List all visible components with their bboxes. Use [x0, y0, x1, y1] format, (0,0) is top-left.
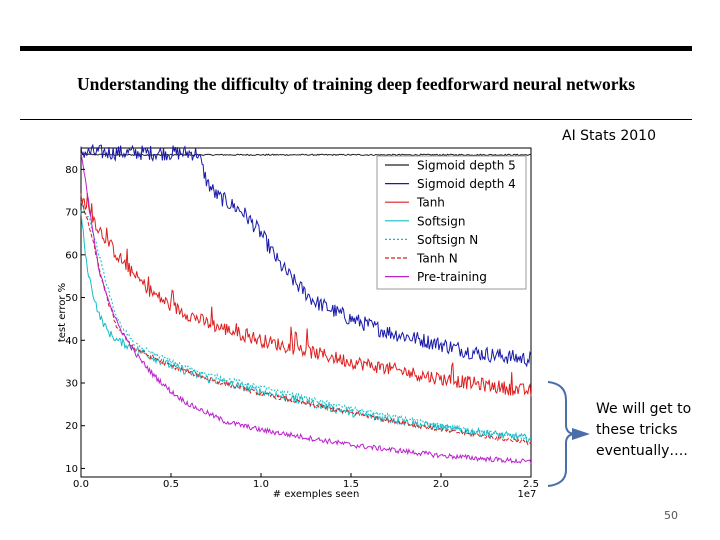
- series-line-2: [80, 193, 532, 397]
- series-line-6: [80, 152, 532, 464]
- y-tick-label-7: 80: [65, 165, 78, 176]
- legend-entry-0: Sigmoid depth 5: [417, 159, 516, 173]
- x-scale-label: 1e7: [518, 489, 537, 500]
- x-tick-label-5: 2.5: [523, 479, 539, 490]
- series-line-4: [80, 201, 532, 441]
- legend-entry-5: Tanh N: [416, 252, 458, 266]
- page-number: 50: [664, 509, 678, 522]
- y-tick-label-6: 70: [65, 208, 78, 219]
- series-line-1: [80, 143, 532, 368]
- venue-label: AI Stats 2010: [562, 128, 656, 144]
- y-tick-label-5: 60: [65, 250, 78, 261]
- tricks-note: We will get to these tricks eventually….: [596, 401, 692, 459]
- y-axis-label: test error %: [57, 283, 68, 342]
- series-line-0: [80, 153, 532, 157]
- y-tick-label-1: 20: [65, 421, 78, 432]
- y-tick-label-3: 40: [65, 336, 78, 347]
- x-tick-label-2: 1.0: [253, 479, 269, 490]
- paper-title: Understanding the difficulty of training…: [76, 74, 636, 94]
- title-rule: [20, 119, 692, 120]
- top-rule: [20, 46, 692, 51]
- y-tick-label-0: 10: [65, 464, 78, 475]
- x-tick-label-3: 1.5: [343, 479, 359, 490]
- legend-entry-1: Sigmoid depth 4: [417, 177, 516, 191]
- y-tick-label-4: 50: [65, 293, 78, 304]
- legend-entry-4: Softsign N: [417, 233, 478, 247]
- x-tick-label-1: 0.5: [163, 479, 179, 490]
- series-line-5: [80, 199, 532, 446]
- y-tick-label-2: 30: [65, 379, 78, 390]
- legend-entry-2: Tanh: [416, 196, 445, 210]
- legend-box: [376, 155, 527, 290]
- legend-entry-3: Softsign: [417, 214, 466, 228]
- x-axis-label: # exemples seen: [273, 489, 360, 500]
- x-tick-label-0: 0.0: [73, 479, 89, 490]
- x-tick-label-4: 2.0: [433, 479, 449, 490]
- legend-entry-6: Pre-training: [417, 270, 487, 284]
